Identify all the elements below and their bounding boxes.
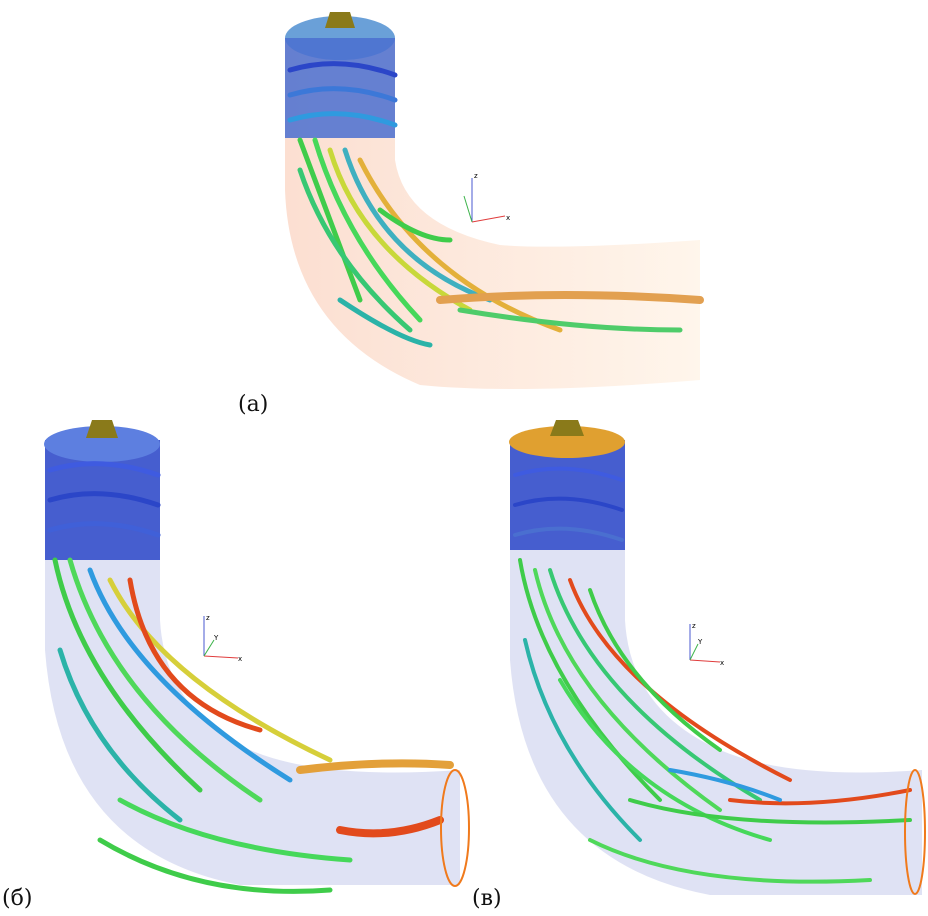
panel-b-caption: (б) (2, 886, 33, 911)
axis-label-y: Y (213, 634, 219, 642)
panel-a-axes-icon: z x (463, 172, 510, 223)
panel-c-visualization: z Y x (509, 420, 926, 895)
panel-a-caption: (a) (238, 392, 269, 417)
runner-hub (86, 420, 118, 438)
panel-c-vortices (513, 466, 912, 884)
panel-a-image: z x (a) (0, 0, 928, 417)
outlet-ring (440, 769, 470, 887)
panel-c-caption: (в) (472, 886, 502, 911)
axis-label-z: z (206, 614, 210, 622)
inlet-ellipse (509, 426, 625, 458)
panel-b-axes-icon: z Y x (203, 614, 242, 663)
outlet-ring (904, 769, 926, 895)
panel-b-image: z Y x (б) (0, 420, 470, 912)
axis-label-x: x (720, 659, 724, 667)
runner-hub (325, 12, 355, 28)
axis-label-z: z (474, 172, 478, 180)
panel-a-vortices (287, 61, 704, 348)
axis-label-z: z (692, 622, 696, 630)
axis-label-y: Y (697, 638, 703, 646)
panel-a-visualization: z x (285, 12, 704, 389)
axis-label-x: x (506, 214, 510, 222)
inlet-ellipse (44, 426, 160, 462)
panel-b-vortices (47, 461, 454, 894)
axis-label-x: x (238, 655, 242, 663)
panel-c-axes-icon: z Y x (689, 622, 724, 667)
panel-c-image: z Y x (в) (470, 420, 928, 912)
runner-hub (550, 420, 584, 436)
panel-b-visualization: z Y x (44, 420, 470, 894)
draft-tube-pipe (510, 440, 922, 895)
